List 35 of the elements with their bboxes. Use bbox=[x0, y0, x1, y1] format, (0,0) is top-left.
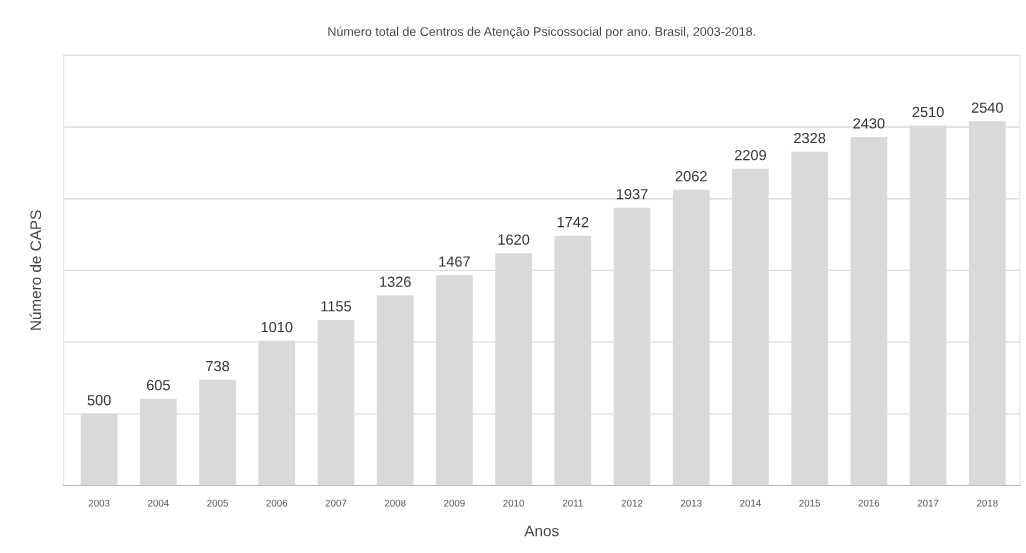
data-label: 1467 bbox=[439, 256, 470, 267]
x-tick-label: 2016 bbox=[858, 499, 880, 507]
data-label: 738 bbox=[206, 360, 230, 372]
x-tick-label: 2008 bbox=[384, 499, 406, 507]
data-label: 605 bbox=[146, 380, 170, 391]
data-label: 1742 bbox=[557, 216, 589, 228]
x-tick-label: 2003 bbox=[88, 499, 110, 507]
x-tick-label: 2018 bbox=[976, 499, 998, 507]
data-label: 1155 bbox=[321, 301, 352, 312]
x-tick-label: 2013 bbox=[680, 499, 702, 507]
x-tick-label: 2010 bbox=[503, 499, 525, 507]
x-tick-label: 2014 bbox=[740, 499, 761, 507]
data-label: 2540 bbox=[971, 102, 1003, 113]
x-tick-label: 2012 bbox=[621, 499, 643, 507]
x-tick-label: 2009 bbox=[444, 499, 465, 507]
x-tick-label: 2005 bbox=[207, 499, 228, 507]
y-axis-title: Número de CAPS bbox=[29, 210, 42, 330]
x-tick-label: 2004 bbox=[148, 499, 169, 507]
data-label: 1010 bbox=[261, 321, 293, 333]
x-tick-label: 2006 bbox=[266, 499, 288, 507]
data-label: 1620 bbox=[498, 234, 530, 245]
data-label: 2510 bbox=[912, 106, 944, 118]
data-label: 1326 bbox=[380, 276, 411, 287]
x-tick-label: 2007 bbox=[325, 499, 347, 507]
chart-title: Número total de Centros de Atenção Psicossocial por ano. Brasil, 2003-2018. bbox=[328, 26, 755, 39]
data-label: 2328 bbox=[794, 132, 826, 144]
data-label: 2062 bbox=[675, 171, 707, 182]
data-label: 500 bbox=[87, 395, 111, 406]
x-tick-label: 2017 bbox=[917, 499, 939, 507]
data-label: 1937 bbox=[616, 188, 648, 200]
x-axis-title: Anos bbox=[524, 525, 559, 537]
data-label: 2209 bbox=[734, 149, 766, 161]
x-tick-label: 2011 bbox=[562, 499, 583, 507]
x-tick-label: 2015 bbox=[799, 499, 821, 507]
data-label: 2430 bbox=[853, 118, 885, 129]
